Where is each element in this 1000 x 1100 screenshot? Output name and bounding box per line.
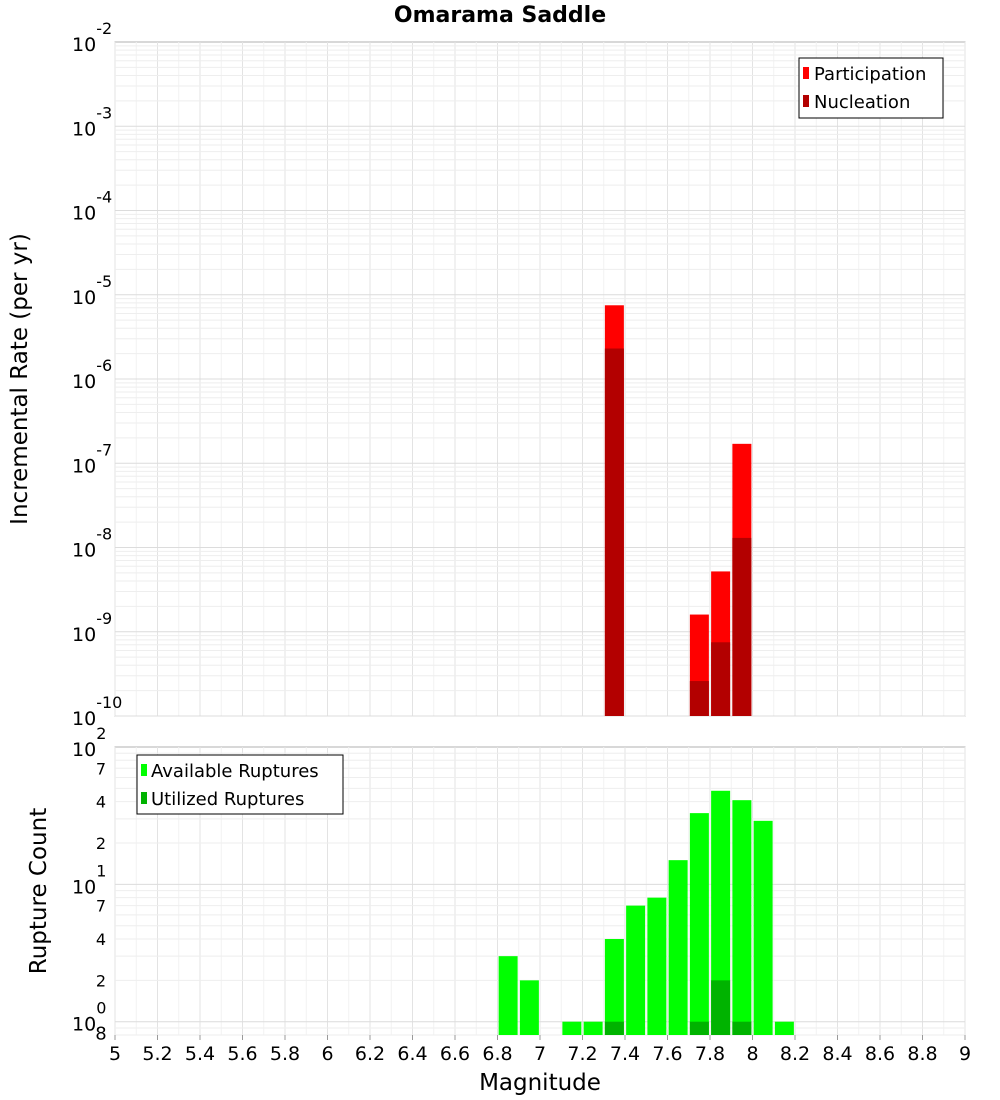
count-bar-b [604, 1021, 624, 1035]
bottom-y-minor-tick-label: 4 [96, 930, 106, 949]
top-y-axis-label: Incremental Rate (per yr) [7, 233, 33, 525]
x-tick-label: 6.6 [440, 1043, 470, 1065]
count-bar-a [753, 820, 773, 1035]
legend-label-nucleation: Nucleation [814, 92, 910, 113]
count-bar-a [774, 1021, 794, 1035]
top-y-tick-exponent: -5 [96, 272, 112, 291]
count-bar-a [711, 790, 731, 1035]
x-tick-label: 9 [959, 1043, 971, 1065]
top-y-tick-label: 10-8 [72, 525, 112, 562]
legend-swatch-utilized [141, 792, 147, 804]
bottom-y-tick-exponent: 1 [96, 861, 106, 880]
top-y-tick-exponent: -8 [96, 525, 112, 544]
legend-swatch-available [141, 764, 147, 776]
top-y-tick-exponent: -9 [96, 609, 112, 628]
bottom-y-axis-label: Rupture Count [26, 808, 52, 974]
count-bar-a [668, 860, 688, 1035]
count-bar-a [562, 1021, 582, 1035]
legend-label-participation: Participation [814, 64, 926, 85]
top-y-tick-exponent: -7 [96, 440, 112, 459]
top-y-tick-label: 10-6 [72, 356, 112, 393]
count-bar-b [689, 1021, 709, 1035]
legend-swatch-participation [803, 67, 809, 79]
count-bar-a [519, 980, 539, 1035]
x-tick-label: 5 [109, 1043, 121, 1065]
x-tick-label: 5.6 [227, 1043, 257, 1065]
x-tick-label: 7.4 [610, 1043, 640, 1065]
x-tick-labels: 5 5.2 5.4 5.6 5.8 6 6.2 6.4 6.6 6.8 7 7.2 7.4 7.6 7.8 8… [109, 1035, 971, 1065]
bottom-legend: Available Ruptures Utilized Ruptures [136, 754, 344, 815]
bottom-y-tick-exponent: 2 [96, 724, 106, 743]
bottom-y-minor-tick-label: 2 [96, 834, 106, 853]
rate-bar-b [711, 642, 731, 716]
top-y-tick-label: 10-7 [72, 440, 112, 477]
top-y-tick-exponent: -3 [96, 103, 112, 122]
legend-label-utilized: Utilized Ruptures [151, 789, 304, 810]
bottom-y-minor-tick-label: 8 [95, 1024, 106, 1045]
x-tick-label: 8.8 [907, 1043, 937, 1065]
x-tick-label: 5.8 [270, 1043, 300, 1065]
bottom-y-tick-label: 101 [72, 861, 106, 898]
count-bar-a [689, 813, 709, 1035]
top-y-tick-label: 10-2 [72, 19, 112, 56]
x-tick-label: 7.8 [695, 1043, 725, 1065]
top-bars [604, 305, 752, 716]
x-tick-label: 8 [746, 1043, 758, 1065]
x-tick-label: 6.4 [397, 1043, 427, 1065]
x-axis-label: Magnitude [479, 1070, 601, 1096]
top-y-tick-exponent: -2 [96, 19, 112, 38]
top-legend-box [798, 57, 944, 119]
top-y-tick-label: 10-3 [72, 103, 112, 140]
top-y-tick-label: 10-4 [72, 188, 112, 225]
x-tick-label: 8.2 [780, 1043, 810, 1065]
x-tick-label: 8.4 [822, 1043, 852, 1065]
bottom-y-minor-tick-label: 7 [96, 759, 106, 778]
count-bar-a [626, 905, 646, 1035]
x-tick-label: 7.6 [652, 1043, 682, 1065]
top-y-tick-exponent: -10 [96, 693, 122, 712]
count-bar-a [732, 800, 752, 1035]
legend-swatch-nucleation [803, 95, 809, 107]
bottom-y-tick-exponent: 0 [96, 999, 106, 1018]
x-tick-label: 5.4 [185, 1043, 215, 1065]
count-bar-b [711, 980, 731, 1035]
top-legend: Participation Nucleation [798, 57, 944, 119]
count-bar-a [498, 956, 518, 1035]
x-tick-label: 6.8 [482, 1043, 512, 1065]
bottom-legend-box [136, 754, 344, 815]
top-y-tick-exponent: -6 [96, 356, 112, 375]
top-y-tick-label: 10-5 [72, 272, 112, 309]
top-y-tick-label: 10-9 [72, 609, 112, 646]
legend-label-available: Available Ruptures [151, 761, 319, 782]
chart-title: Omarama Saddle [394, 3, 606, 28]
rate-bar-b [689, 681, 709, 716]
x-tick-label: 7.2 [567, 1043, 597, 1065]
x-tick-label: 7 [534, 1043, 546, 1065]
count-bar-b [732, 1021, 752, 1035]
x-tick-label: 6.2 [355, 1043, 385, 1065]
top-grid [114, 42, 966, 717]
count-bar-a [604, 939, 624, 1035]
count-bar-a [583, 1021, 603, 1035]
bottom-y-minor-tick-label: 2 [96, 971, 106, 990]
rate-bar-b [604, 348, 624, 716]
bottom-y-minor-tick-label: 4 [96, 793, 106, 812]
x-tick-label: 5.2 [142, 1043, 172, 1065]
x-tick-label: 6 [321, 1043, 333, 1065]
count-bar-a [647, 897, 667, 1035]
rate-bar-b [732, 537, 752, 716]
x-tick-label: 8.6 [865, 1043, 895, 1065]
bottom-bars [498, 790, 794, 1035]
bottom-grid [114, 747, 966, 1036]
bottom-y-minor-tick-label: 7 [96, 897, 106, 916]
top-y-tick-exponent: -4 [96, 188, 112, 207]
